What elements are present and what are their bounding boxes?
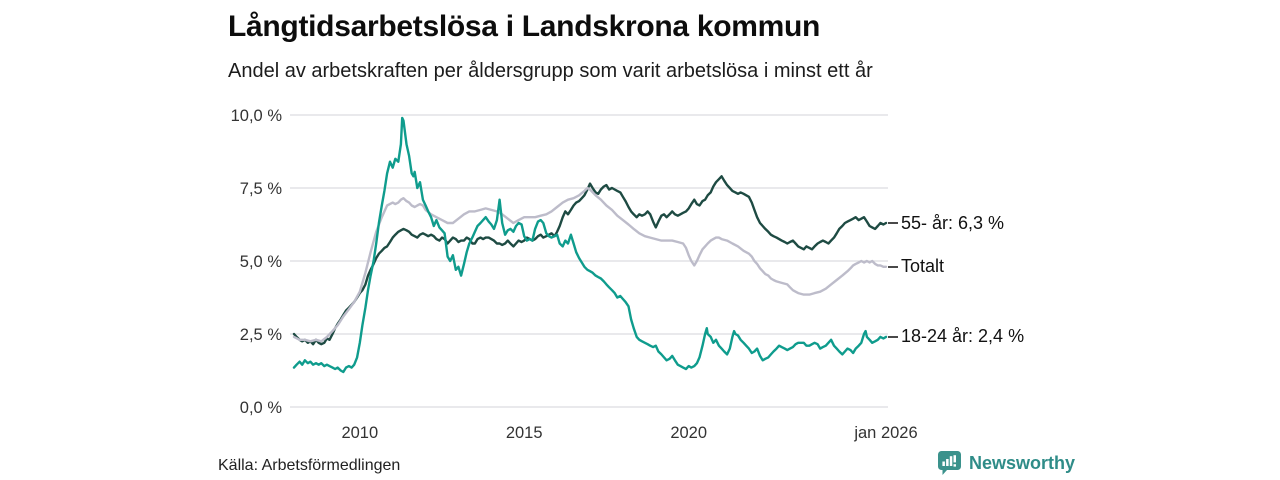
legend-dash xyxy=(888,222,898,225)
legend: 55- år: 6,3 % Totalt 18-24 år: 2,4 % xyxy=(888,0,1088,480)
x-tick-label: 2015 xyxy=(506,424,543,442)
page-title: Långtidsarbetslösa i Landskrona kommun xyxy=(228,10,821,43)
x-tick-label: jan 2026 xyxy=(853,424,917,442)
newsworthy-wordmark: Newsworthy xyxy=(969,452,1076,473)
legend-label: Totalt xyxy=(901,256,945,277)
x-tick-label: 2020 xyxy=(670,424,707,442)
legend-item-55-ar: 55- år: 6,3 % xyxy=(888,210,1004,236)
newsworthy-icon xyxy=(938,451,961,475)
legend-dash xyxy=(888,265,898,268)
x-tick-label: 2010 xyxy=(341,424,378,442)
legend-item-totalt: Totalt xyxy=(888,254,944,280)
y-tick-label: 5,0 % xyxy=(240,253,283,271)
y-tick-label: 2,5 % xyxy=(240,326,283,344)
y-tick-label: 7,5 % xyxy=(240,180,283,198)
y-tick-label: 0,0 % xyxy=(240,399,283,417)
line-18-24-ar xyxy=(292,116,888,374)
line-totalt xyxy=(292,186,888,343)
line-55-ar xyxy=(292,175,888,346)
y-tick-label: 10,0 % xyxy=(231,107,283,125)
legend-item-18-24-ar: 18-24 år: 2,4 % xyxy=(888,324,1024,350)
source-note: Källa: Arbetsförmedlingen xyxy=(218,457,401,474)
newsworthy-logo-link[interactable]: Newsworthy xyxy=(937,450,1075,476)
legend-dash xyxy=(888,335,898,338)
legend-label: 18-24 år: 2,4 % xyxy=(901,326,1025,347)
page-subtitle: Andel av arbetskraften per åldersgrupp s… xyxy=(228,60,873,82)
legend-label: 55- år: 6,3 % xyxy=(901,212,1005,233)
